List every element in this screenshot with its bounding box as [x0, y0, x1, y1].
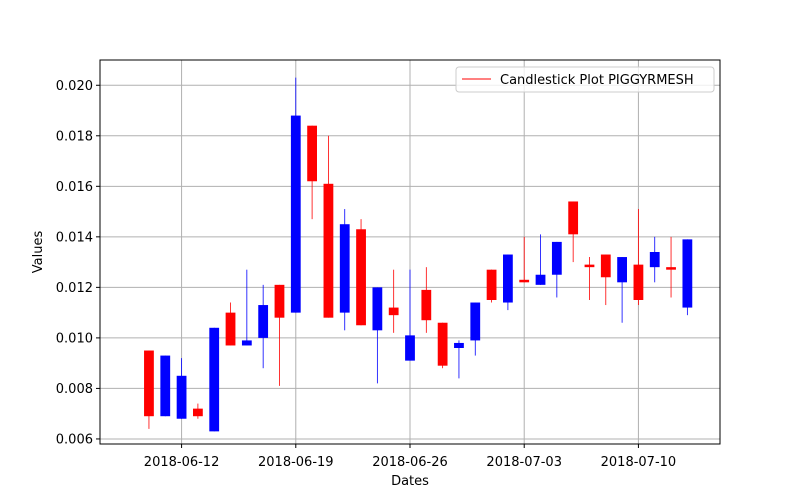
grid-lines	[100, 60, 720, 444]
y-tick-label: 0.020	[56, 79, 93, 94]
y-ticks: 0.006 0.008 0.010 0.012 0.014 0.016 0.018 0.020	[56, 79, 100, 447]
candle-body	[258, 305, 269, 338]
candle-body	[617, 257, 627, 283]
candle-body	[584, 264, 595, 268]
candle-body	[144, 350, 154, 417]
candle-body	[290, 115, 301, 313]
legend-box	[455, 66, 715, 93]
candle-body	[470, 302, 481, 341]
candles	[144, 77, 693, 432]
legend-label: Candlestick Plot PIGGYRMESH	[500, 73, 694, 88]
y-axis-label: Values	[31, 231, 46, 274]
candle-body	[323, 183, 334, 318]
x-tick-label: 2018-07-10	[601, 455, 677, 470]
candle-body	[160, 355, 171, 417]
candle-body	[307, 125, 317, 182]
candle-body	[241, 340, 252, 346]
candle-body	[176, 375, 187, 419]
candle-body	[372, 287, 383, 331]
candle-body	[633, 264, 644, 300]
y-tick-label: 0.016	[56, 180, 93, 195]
candle-body	[274, 284, 285, 318]
y-tick-label: 0.006	[56, 432, 93, 447]
candle-body	[535, 274, 546, 285]
x-axis-label: Dates	[391, 474, 429, 489]
candle-body	[225, 312, 236, 346]
x-tick-label: 2018-06-19	[258, 455, 334, 470]
candle-body	[209, 327, 220, 432]
y-tick-label: 0.010	[56, 331, 93, 346]
x-tick-label: 2018-07-03	[486, 455, 562, 470]
candle-body	[339, 224, 350, 313]
candle-body	[666, 267, 676, 270]
candle-body	[388, 307, 399, 316]
candle-body	[519, 279, 530, 283]
candle-body	[356, 229, 366, 326]
candle-body	[437, 322, 448, 366]
y-tick-label: 0.012	[56, 281, 93, 296]
x-tick-label: 2018-06-12	[144, 455, 220, 470]
y-tick-label: 0.018	[56, 129, 93, 144]
candle-body	[486, 269, 497, 300]
candle-body	[551, 241, 562, 275]
candle-body	[600, 254, 611, 278]
legend: Candlestick Plot PIGGYRMESH	[455, 66, 715, 93]
candle-body	[193, 408, 203, 417]
candle-body	[503, 254, 513, 303]
candle-body	[649, 252, 660, 268]
candle-body	[568, 201, 579, 235]
candle-body	[405, 335, 415, 361]
candle-body	[454, 342, 464, 348]
x-tick-label: 2018-06-26	[372, 455, 448, 470]
candle-body	[421, 289, 432, 321]
y-tick-label: 0.014	[56, 230, 93, 245]
y-tick-label: 0.008	[56, 382, 93, 397]
candle-body	[682, 239, 693, 308]
x-ticks: 2018-06-12 2018-06-19 2018-06-26 2018-07-03…	[144, 444, 676, 470]
